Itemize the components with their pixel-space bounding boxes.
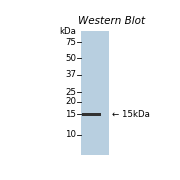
Text: ← 15kDa: ← 15kDa xyxy=(112,110,150,119)
Text: 75: 75 xyxy=(65,38,76,47)
Text: 10: 10 xyxy=(65,130,76,139)
Text: 20: 20 xyxy=(65,98,76,107)
Text: 50: 50 xyxy=(65,54,76,63)
Text: 15: 15 xyxy=(65,110,76,119)
Text: Western Blot: Western Blot xyxy=(78,16,145,26)
Text: kDa: kDa xyxy=(59,27,76,36)
Text: 25: 25 xyxy=(65,88,76,97)
Text: 37: 37 xyxy=(65,70,76,79)
Bar xyxy=(82,113,101,116)
Bar xyxy=(81,31,109,155)
